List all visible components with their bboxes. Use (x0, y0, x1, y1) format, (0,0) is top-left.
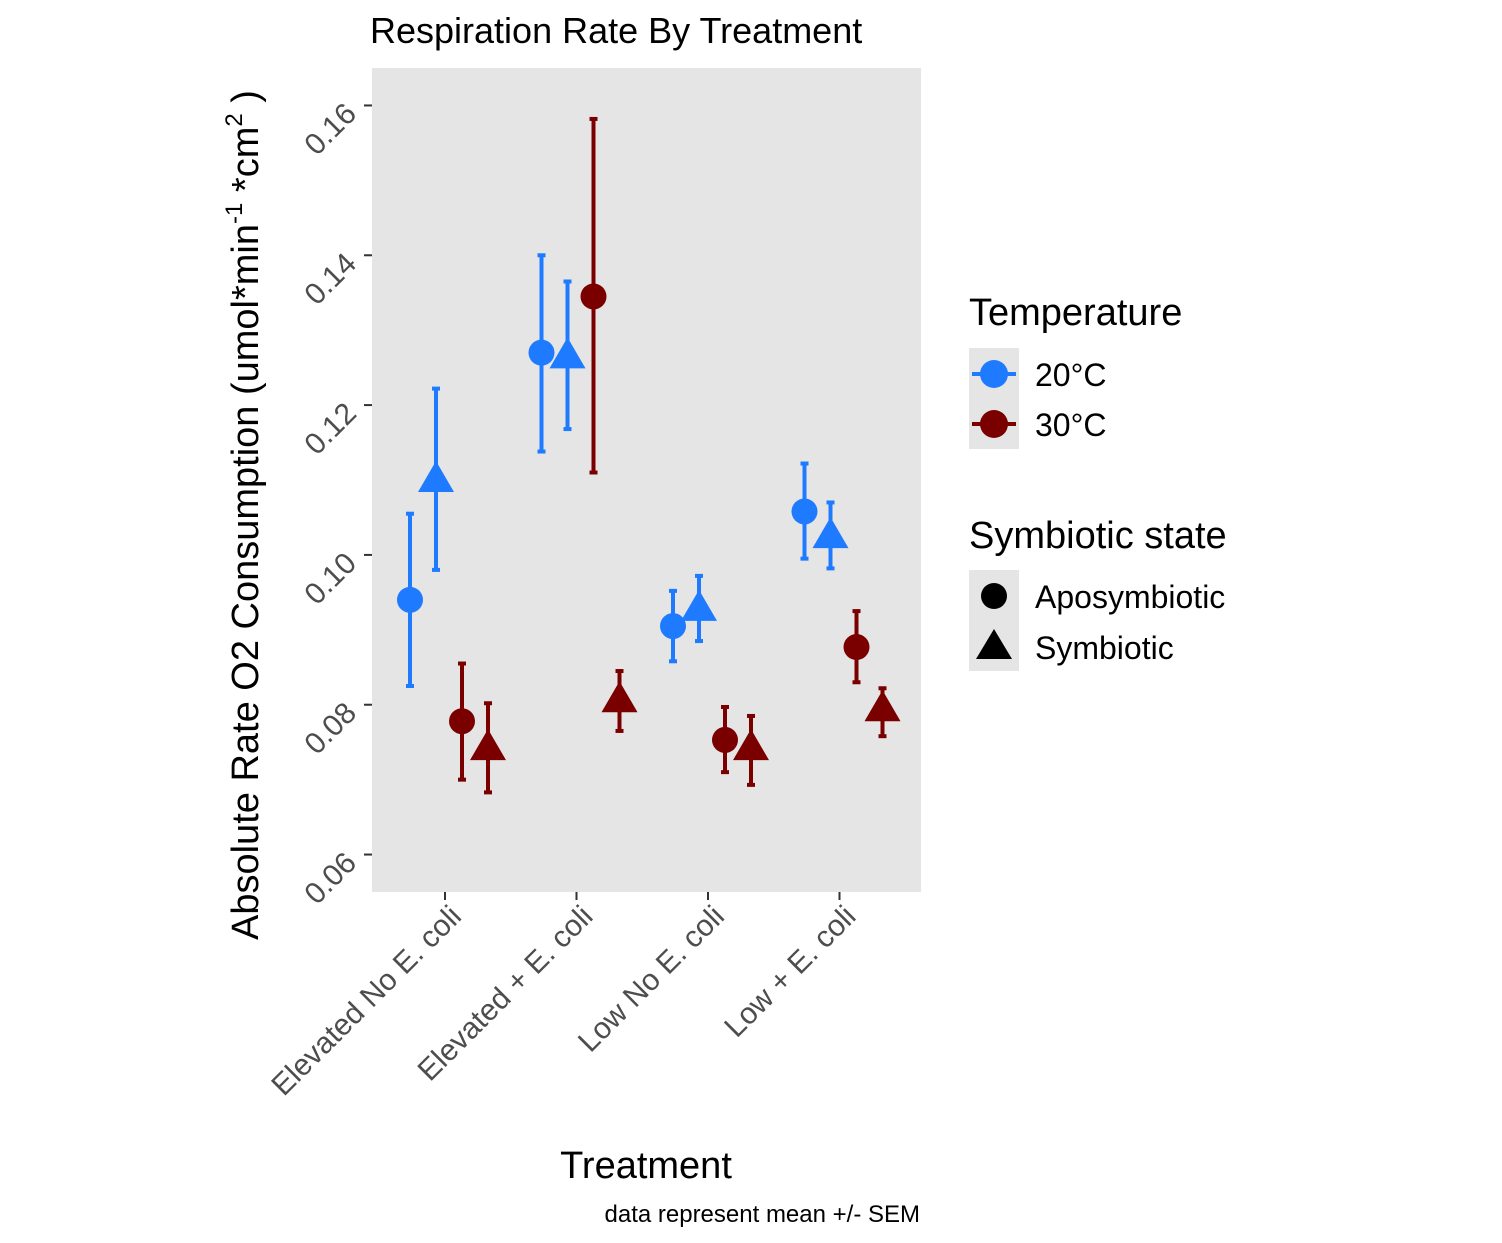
data-point (812, 517, 849, 549)
legend-30c-point (980, 410, 1008, 438)
data-point (733, 729, 769, 761)
plot-panel (372, 68, 921, 892)
data-point (660, 613, 686, 640)
legend-symbiotic-label: Symbiotic (1035, 630, 1174, 666)
legend-temperature-title: Temperature (969, 292, 1182, 334)
data-point (549, 337, 586, 369)
chart-title: Respiration Rate By Treatment (370, 10, 862, 51)
data-point (418, 461, 454, 492)
data-point (791, 498, 818, 525)
y-label-main: Absolute Rate O2 Consumption (umol*min (225, 224, 267, 940)
x-tick-label: Low + E. coli (718, 900, 862, 1044)
y-tick-label: 0.16 (298, 97, 363, 162)
data-point (681, 589, 717, 621)
data-point (470, 729, 506, 761)
legend-20c-point (980, 360, 1008, 388)
legend-symbiotic-point (976, 629, 1012, 659)
y-axis: 0.06 0.08 0.10 0.12 0.14 0.16 (298, 97, 372, 911)
data-point (449, 708, 475, 735)
legend-aposymbiotic-label: Aposymbiotic (1035, 579, 1225, 615)
y-tick-label: 0.06 (298, 846, 363, 911)
y-tick-label: 0.10 (298, 547, 363, 612)
x-axis-label: Treatment (560, 1145, 732, 1187)
legend-temperature: Temperature 20°C 30°C (969, 292, 1182, 449)
y-axis-label: Absolute Rate O2 Consumption (umol*min-1… (221, 90, 267, 940)
y-tick-label: 0.14 (298, 247, 363, 312)
y-label-sup2: 2 (221, 113, 248, 126)
data-point (864, 690, 901, 722)
caption: data represent mean +/- SEM (605, 1201, 921, 1228)
data-marks (397, 116, 901, 795)
legend-symbiotic: Symbiotic state Aposymbiotic Symbiotic (969, 515, 1227, 671)
data-point (528, 339, 555, 366)
legend-symbiotic-title: Symbiotic state (969, 515, 1227, 557)
y-label-end: ) (225, 90, 267, 113)
legend-20c-label: 20°C (1035, 357, 1107, 393)
legend-aposymbiotic-point (981, 583, 1007, 609)
y-label-mid: *cm (225, 127, 267, 203)
data-point (843, 634, 870, 661)
y-tick-label: 0.08 (298, 696, 363, 761)
data-point (397, 586, 423, 613)
data-point (712, 726, 738, 753)
data-point (580, 283, 607, 310)
data-point (601, 681, 638, 713)
y-tick-label: 0.12 (298, 397, 363, 462)
legend-30c-label: 30°C (1035, 407, 1107, 443)
y-label-sup1: -1 (221, 203, 248, 224)
